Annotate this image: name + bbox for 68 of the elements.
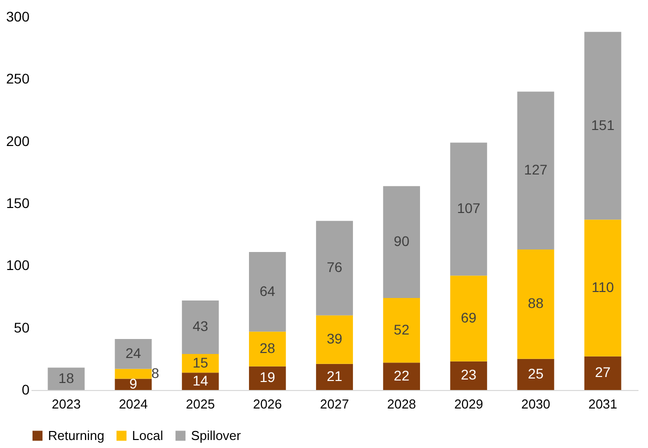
data-label: 9 <box>129 375 138 392</box>
bar <box>584 220 622 356</box>
data-label: 43 <box>192 318 208 334</box>
bar <box>114 339 152 369</box>
data-label: 110 <box>592 279 614 296</box>
data-label: 39 <box>326 330 342 347</box>
x-tick-label: 2030 <box>521 396 550 412</box>
bar <box>450 142 488 276</box>
data-label: 25 <box>528 365 544 382</box>
x-tick-label: 2026 <box>252 396 282 412</box>
bar <box>316 364 353 390</box>
y-tick-label: 50 <box>14 319 30 336</box>
y-tick-label: 0 <box>22 382 30 398</box>
x-tick-label: 2023 <box>52 396 81 412</box>
bar <box>383 298 420 363</box>
data-label: 18 <box>58 370 74 386</box>
data-label: 90 <box>394 233 410 250</box>
data-label: 27 <box>595 364 611 380</box>
data-label: 151 <box>591 116 615 133</box>
data-label: 8 <box>151 364 160 381</box>
legend-label: Spillover <box>191 428 242 443</box>
x-tick-label: 2027 <box>320 396 349 412</box>
y-tick-label: 200 <box>6 132 30 149</box>
data-label: 52 <box>394 321 410 338</box>
y-tick-label: 100 <box>6 257 30 274</box>
bar <box>182 300 219 354</box>
bar <box>48 368 85 390</box>
data-label: 22 <box>394 367 410 384</box>
y-tick-label: 250 <box>6 70 30 87</box>
bar <box>248 366 286 390</box>
data-label: 19 <box>260 369 276 386</box>
legend-label: Local <box>132 428 164 443</box>
bar <box>450 361 488 390</box>
data-label: 69 <box>460 310 477 326</box>
bar <box>517 358 554 390</box>
bar <box>584 356 622 390</box>
data-label: 24 <box>125 344 142 361</box>
data-label: 21 <box>326 368 342 384</box>
bar <box>517 92 554 250</box>
y-tick-label: 150 <box>6 195 30 211</box>
bar <box>182 354 219 373</box>
bar <box>182 372 219 390</box>
bar <box>383 186 420 298</box>
data-label: 15 <box>192 354 208 370</box>
data-label: 14 <box>192 372 208 388</box>
data-label: 127 <box>524 162 548 178</box>
bar <box>316 220 353 316</box>
bar <box>450 276 488 362</box>
bar <box>248 252 286 332</box>
legend-label: Returning <box>48 428 104 443</box>
data-label: 64 <box>260 282 276 299</box>
x-tick-label: 2029 <box>454 396 484 412</box>
bar <box>316 315 353 364</box>
bar <box>114 368 152 379</box>
x-tick-label: 2025 <box>186 396 215 412</box>
bar <box>383 362 420 390</box>
bar <box>584 32 622 220</box>
bar <box>248 332 286 366</box>
data-label: 76 <box>326 259 342 276</box>
x-tick-label: 2028 <box>387 396 416 412</box>
data-label: 88 <box>528 295 544 312</box>
x-tick-label: 2031 <box>588 396 618 412</box>
data-label: 107 <box>456 200 481 216</box>
data-label: 23 <box>460 366 477 383</box>
y-tick-label: 300 <box>6 8 30 24</box>
x-tick-label: 2024 <box>118 396 148 412</box>
data-label: 28 <box>260 340 276 356</box>
bar <box>517 250 554 359</box>
